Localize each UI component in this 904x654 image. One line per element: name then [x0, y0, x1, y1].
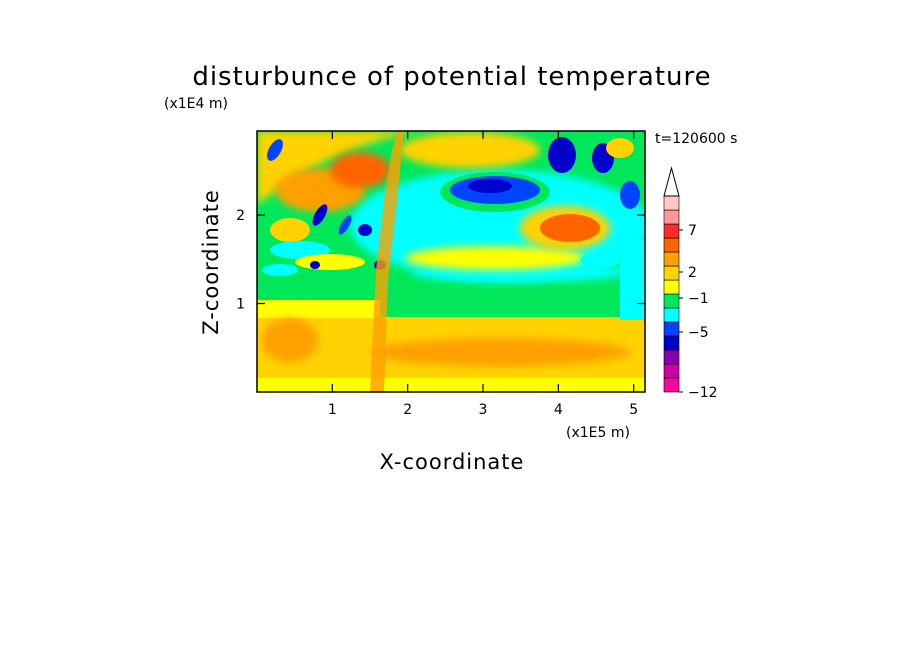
- colorbar-tick-label: −5: [688, 325, 709, 341]
- colorbar-swatch: [663, 293, 680, 309]
- colorbar-swatch: [663, 307, 680, 323]
- colorbar-swatch: [663, 377, 680, 393]
- colorbar-swatch: [663, 223, 680, 239]
- colorbar: 7 2 −1 −5 −12: [663, 166, 718, 401]
- colorbar-extend-arrow: [663, 166, 680, 197]
- colorbar-swatch: [663, 251, 680, 267]
- x-tick-label: 3: [479, 402, 488, 418]
- colorbar-swatch: [663, 265, 680, 281]
- colorbar-tick-label: 7: [688, 223, 697, 239]
- colorbar-swatch: [663, 279, 680, 295]
- colorbar-swatch: [663, 195, 680, 211]
- contour-plot-area: [257, 131, 645, 392]
- y-tick-label: 1: [236, 297, 245, 313]
- y-axis-ticks: 12: [236, 208, 645, 313]
- x-axis-ticks: 1 2 3 4 5: [328, 131, 638, 418]
- colorbar-tick-label: 2: [688, 265, 697, 281]
- colorbar-swatch: [663, 335, 680, 351]
- colorbar-tick-label: −12: [688, 385, 718, 401]
- x-axis-label: X-coordinate: [380, 450, 525, 474]
- x-tick-label: 4: [554, 402, 563, 418]
- colorbar-swatch: [663, 237, 680, 253]
- y-axis-label: Z-coordinate: [199, 189, 223, 335]
- colorbar-swatch: [663, 321, 680, 337]
- x-tick-label: 1: [328, 402, 337, 418]
- colorbar-swatch: [663, 363, 680, 379]
- x-tick-label: 5: [629, 402, 638, 418]
- colorbar-tick-label: −1: [688, 291, 709, 307]
- chart-title: disturbunce of potential temperature: [192, 62, 711, 92]
- colorbar-swatch: [663, 209, 680, 225]
- colorbar-swatch: [663, 349, 680, 365]
- y-tick-label: 2: [236, 208, 245, 224]
- x-scale-label: (x1E5 m): [566, 425, 630, 441]
- plot-frame: [256, 130, 646, 393]
- x-tick-label: 2: [403, 402, 412, 418]
- time-label: t=120600 s: [655, 131, 737, 147]
- y-scale-label: (x1E4 m): [164, 96, 228, 112]
